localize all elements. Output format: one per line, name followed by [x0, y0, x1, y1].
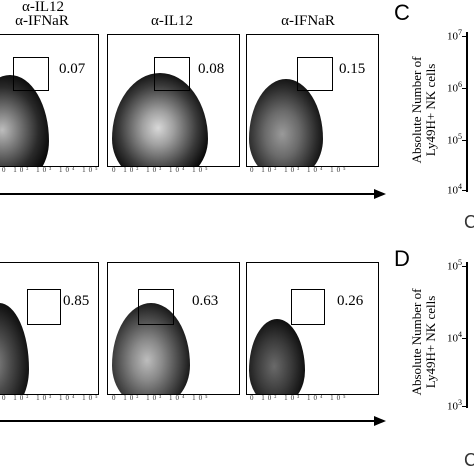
cell-population-cloud — [0, 303, 29, 394]
x-axis-ticks-bottom-2: 0 10² 10³ 10⁴ 10⁵ — [112, 394, 211, 402]
gate-percentage: 0.63 — [192, 293, 219, 309]
column-title-1-line1: α-IL12 — [21, 0, 64, 15]
arrow-head-icon — [374, 189, 386, 199]
y-tick-label: 106 — [447, 80, 462, 95]
x-axis-ticks-bottom-3: 0 10² 10³ 10⁴ 10⁵ — [250, 394, 349, 402]
flow-plot-bottom-1: 0.85 — [0, 262, 99, 395]
flow-plot-bottom-2: 0.63 — [107, 262, 240, 395]
arrow-head-icon — [374, 416, 386, 426]
gate-percentage: 0.15 — [339, 61, 366, 77]
gate-box — [138, 289, 174, 325]
y-axis-label-c: Absolute Number of Ly49H+ NK cells — [409, 50, 438, 170]
gate-box — [27, 289, 61, 325]
flow-plot-top-2: 0.08 — [107, 34, 240, 167]
panel-letter-d: D — [394, 246, 410, 271]
gate-box — [13, 57, 49, 91]
x-axis-ticks-top-3: 0 10² 10³ 10⁴ 10⁵ — [250, 166, 349, 174]
y-tick-mark — [462, 406, 467, 407]
y-axis-label-line1: Absolute Number of — [409, 288, 424, 396]
y-tick-mark — [462, 190, 467, 191]
gate-box — [297, 57, 333, 91]
column-title-3: α-IFNaR — [281, 13, 335, 29]
flow-plot-top-3: 0.15 — [246, 34, 379, 167]
cropped-glyph: C — [464, 212, 474, 232]
cell-population-cloud — [249, 79, 323, 166]
cell-population-cloud — [249, 319, 305, 394]
y-tick-label: 105 — [447, 258, 462, 273]
y-tick-mark — [462, 338, 467, 339]
cell-population-cloud — [112, 303, 190, 394]
y-tick-mark — [462, 36, 467, 37]
y-axis-line-c — [466, 32, 468, 192]
y-tick-label: 104 — [447, 330, 462, 345]
y-tick-mark — [462, 88, 467, 89]
y-tick-label: 105 — [447, 132, 462, 147]
gate-percentage: 0.85 — [63, 293, 90, 309]
y-tick-label: 107 — [447, 28, 462, 43]
gate-box — [154, 57, 190, 91]
flow-plot-bottom-3: 0.26 — [246, 262, 379, 395]
cropped-glyph: C — [464, 450, 474, 470]
gate-percentage: 0.08 — [198, 61, 225, 77]
flow-plot-top-1: 0.07 — [0, 34, 99, 167]
x-axis-arrow-top — [0, 193, 376, 195]
y-tick-label: 103 — [447, 398, 462, 413]
panel-letter-c: C — [394, 0, 410, 25]
y-axis-label-line1: Absolute Number of — [409, 56, 424, 164]
column-title-2: α-IL12 — [150, 13, 193, 29]
x-axis-ticks-top-2: 0 10² 10³ 10⁴ 10⁵ — [112, 166, 211, 174]
gate-percentage: 0.26 — [337, 293, 364, 309]
y-tick-label: 104 — [447, 182, 462, 197]
y-axis-line-d — [466, 262, 468, 408]
x-axis-ticks-top-1: 0 10² 10³ 10⁴ 10⁵ — [2, 166, 101, 174]
column-title-1-line2: α-IFNaR — [15, 13, 69, 29]
y-tick-mark — [462, 266, 467, 267]
x-axis-ticks-bottom-1: 0 10² 10³ 10⁴ 10⁵ — [2, 394, 101, 402]
gate-box — [291, 289, 325, 325]
y-tick-mark — [462, 140, 467, 141]
y-axis-label-line2: Ly49H+ NK cells — [423, 63, 438, 157]
x-axis-arrow-bottom — [0, 420, 376, 422]
gate-percentage: 0.07 — [59, 61, 86, 77]
